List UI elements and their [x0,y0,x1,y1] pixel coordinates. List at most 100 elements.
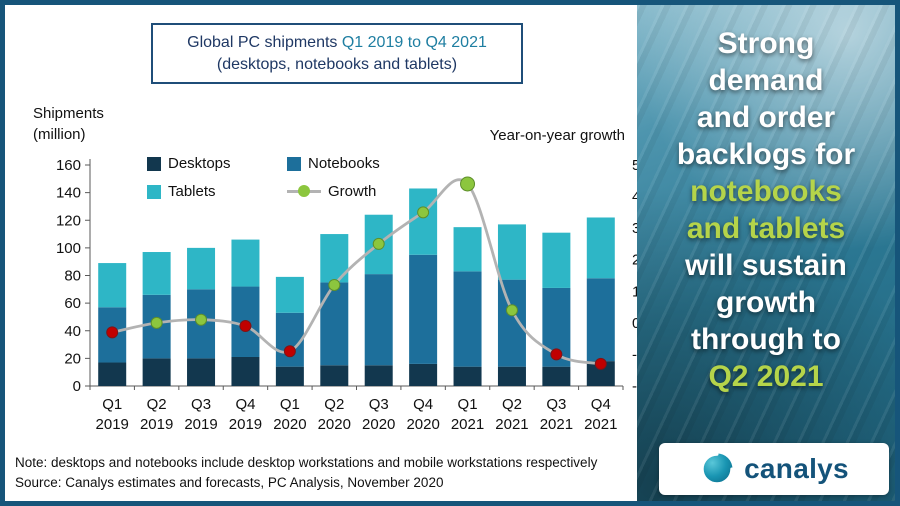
x-label-year: 2019 [184,416,217,433]
x-label-quarter: Q1 [280,396,300,413]
canalys-logo-text: canalys [744,453,849,484]
footnote-source: Source: Canalys estimates and forecasts,… [15,475,444,490]
right-tick-label: 40% [632,189,637,206]
sidebar-message-line: Strong [717,27,815,60]
notebooks-swatch-icon [287,156,301,171]
bar-segment-tablets [586,217,615,279]
bar-segment-desktops [497,366,526,386]
growth-marker-positive [195,313,208,326]
canalys-logo-box: canalys [659,443,889,495]
legend-item-notebooks: Notebooks [287,155,380,172]
sidebar-message-line: demand [708,64,824,97]
growth-marker-negative [239,320,252,333]
sidebar-message-line: Q2 2021 [708,360,824,393]
sidebar-message-line: growth [716,286,816,319]
desktops-swatch-icon [147,156,161,171]
right-tick-label: 30% [632,220,637,237]
x-label-quarter: Q3 [369,396,389,413]
footnote-note: Note: desktops and notebooks include des… [15,455,598,470]
bar-segment-tablets [142,252,171,295]
bar-segment-tablets [187,247,216,290]
growth-line [111,178,602,366]
bar-segment-desktops [364,365,393,386]
growth-marker-positive [460,176,476,192]
bar-segment-notebooks [409,254,438,364]
x-label-year: 2019 [140,416,173,433]
chart-title-prefix: Global PC shipments [187,34,342,51]
y-tick-label: 40 [64,323,81,340]
bar-segment-desktops [231,356,260,386]
bar-segment-tablets [98,263,127,308]
right-tick-label: 10% [632,283,637,300]
legend: Desktops Notebooks Tablets Growth [147,155,380,200]
x-label-quarter: Q1 [102,396,122,413]
bar-segment-tablets [453,227,482,272]
bar-segment-tablets [409,188,438,255]
x-label-year: 2021 [495,416,528,433]
x-label-year: 2020 [362,416,395,433]
y-tick-label: 160 [56,157,81,174]
chart-subtitle: (desktops, notebooks and tablets) [216,56,458,73]
legend-label-notebooks: Notebooks [308,155,380,172]
legend-label-tablets: Tablets [168,183,216,200]
bar-segment-tablets [542,232,571,288]
bar-segment-desktops [409,363,438,386]
growth-line-icon [287,185,321,197]
x-label-year: 2019 [96,416,129,433]
chart-title: Global PC shipments Q1 2019 to Q4 2021 [159,32,515,54]
x-label-quarter: Q4 [413,396,433,413]
left-axis-title-line1: Shipments [33,105,104,122]
left-axis-title: Shipments (million) [33,103,104,145]
growth-marker-negative [550,348,563,361]
footnotes: Note: desktops and notebooks include des… [15,453,597,493]
sidebar-message-line: and tablets [686,212,846,245]
x-label-quarter: Q4 [591,396,611,413]
x-label-year: 2020 [273,416,306,433]
tablets-swatch-icon [147,184,161,199]
growth-marker-positive [328,278,341,291]
x-label-year: 2020 [406,416,439,433]
y-tick-label: 120 [56,212,81,229]
bar-segment-notebooks [497,279,526,367]
y-tick-label: 60 [64,295,81,312]
y-tick-label: 0 [73,378,81,395]
sidebar-message-line: notebooks [690,175,842,208]
growth-marker-icon [298,185,310,197]
bar-segment-desktops [98,362,127,386]
legend-label-growth: Growth [328,183,377,200]
bar-segment-tablets [497,224,526,280]
x-label-quarter: Q2 [147,396,167,413]
bar-segment-desktops [275,366,304,386]
legend-item-tablets: Tablets [147,183,287,200]
x-label-year: 2021 [540,416,573,433]
right-tick-label: -20% [632,378,637,395]
legend-item-growth: Growth [287,183,380,200]
legend-label-desktops: Desktops [168,155,231,172]
x-label-quarter: Q3 [191,396,211,413]
right-tick-label: -10% [632,346,637,363]
growth-marker-positive [372,237,385,250]
y-tick-label: 140 [56,185,81,202]
bar-segment-notebooks [586,278,615,362]
x-label-quarter: Q3 [546,396,566,413]
bar-segment-tablets [275,276,304,313]
left-axis-title-line2: (million) [33,126,86,143]
growth-marker-negative [106,326,119,339]
x-label-quarter: Q2 [502,396,522,413]
growth-marker-positive [505,304,518,317]
canalys-logo-icon [700,452,734,486]
right-axis-title: Year-on-year growth [489,127,625,144]
bar-segment-notebooks [275,312,304,367]
x-label-year: 2021 [451,416,484,433]
bar-segment-desktops [187,358,216,386]
sidebar-message-line: through to [691,323,841,356]
x-label-quarter: Q4 [235,396,255,413]
growth-marker-negative [594,357,607,370]
growth-marker-positive [417,206,430,219]
growth-marker-negative [283,345,296,358]
bar-segment-notebooks [320,282,349,366]
bar-segment-desktops [320,365,349,386]
bar-segment-desktops [142,358,171,386]
sidebar: Strong demand and order backlogs for noteboo… [637,5,895,501]
